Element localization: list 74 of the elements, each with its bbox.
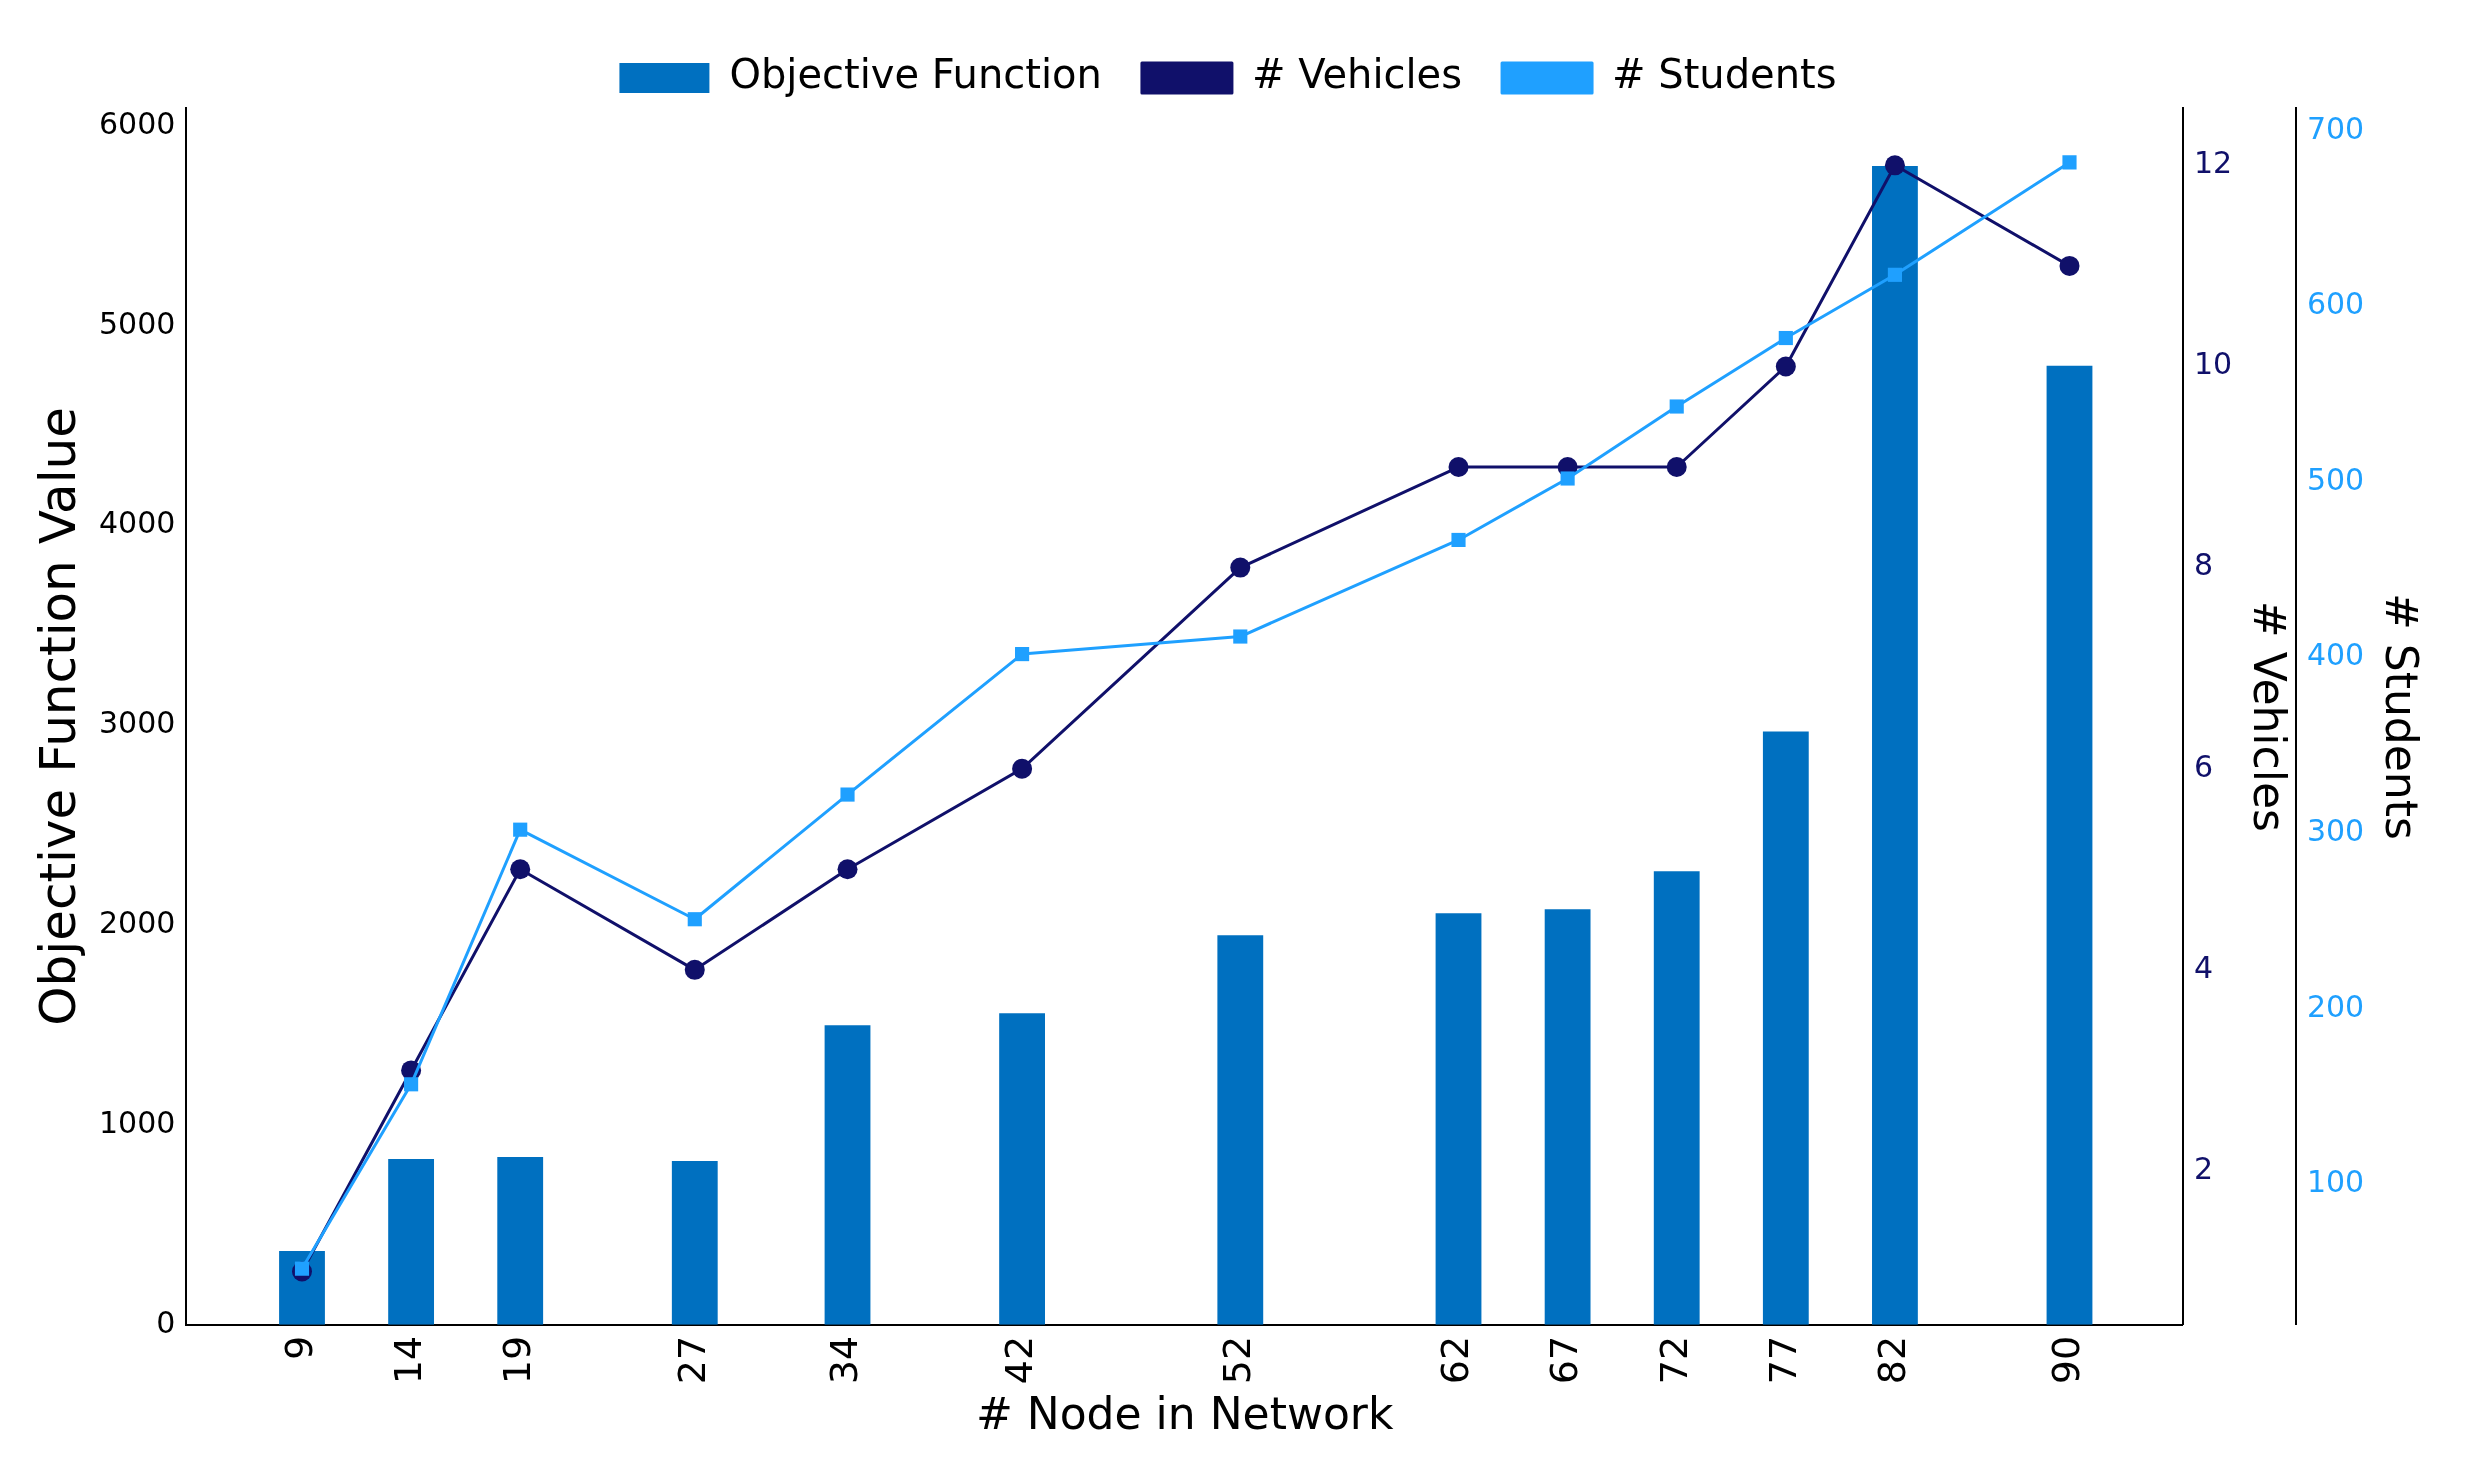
point	[510, 859, 531, 880]
y3-tick-label: 400	[2306, 637, 2365, 673]
y-tick-label: 4000	[98, 505, 176, 541]
x-tick-label: 42	[996, 1335, 1041, 1385]
x-tick-label: 9	[276, 1335, 321, 1361]
point	[513, 822, 528, 837]
bar	[1435, 913, 1482, 1325]
y2-axis-title: # Vehicles	[2244, 600, 2296, 832]
y2-tick-label: 4	[2193, 949, 2214, 985]
y-axis-title: Objective Function Value	[28, 406, 87, 1026]
x-tick-label: 72	[1651, 1335, 1696, 1385]
bar	[1653, 871, 1700, 1325]
y3-tick-label: 100	[2306, 1164, 2365, 1200]
x-tick-label: 67	[1542, 1335, 1587, 1385]
point	[1884, 155, 1905, 176]
y3-tick-label: 700	[2306, 110, 2365, 146]
x-tick-label: 19	[495, 1335, 540, 1385]
y2-tick-label: 10	[2193, 346, 2233, 382]
point	[1669, 399, 1684, 414]
bar	[999, 1013, 1045, 1325]
point	[687, 912, 702, 927]
y-tick-label: 1000	[98, 1104, 176, 1140]
bar	[1544, 909, 1591, 1325]
point	[1448, 457, 1469, 478]
x-tick-label: 90	[2044, 1335, 2089, 1385]
point	[1775, 356, 1796, 377]
y3-tick-label: 600	[2306, 286, 2365, 322]
bar	[1217, 935, 1264, 1325]
x-tick-label: 52	[1215, 1335, 1260, 1385]
y3-tick-label: 500	[2306, 461, 2365, 497]
legend-label: # Vehicles	[1251, 51, 1463, 98]
bar	[497, 1157, 544, 1325]
x-tick-label: 82	[1869, 1335, 1914, 1385]
bar	[2046, 365, 2093, 1325]
y-tick-label: 2000	[98, 905, 176, 941]
point	[2059, 255, 2080, 276]
point	[1666, 457, 1687, 478]
y-tick-label: 5000	[98, 305, 176, 341]
point	[1012, 758, 1033, 779]
point	[1233, 629, 1248, 644]
y-tick-label: 0	[156, 1304, 176, 1340]
x-tick-label: 77	[1760, 1335, 1805, 1385]
y2-tick-label: 2	[2193, 1150, 2214, 1186]
bar	[1762, 731, 1809, 1325]
y2-tick-label: 8	[2193, 547, 2214, 583]
x-tick-label: 62	[1433, 1335, 1478, 1385]
point	[2062, 155, 2077, 170]
point	[1778, 330, 1793, 346]
point	[1451, 532, 1466, 548]
point	[1015, 647, 1030, 662]
point	[1887, 267, 1902, 282]
point	[1230, 557, 1251, 578]
point	[684, 959, 705, 980]
x-tick-label: 34	[822, 1335, 867, 1385]
x-tick-label: 14	[385, 1335, 430, 1385]
point	[840, 787, 855, 802]
bar	[671, 1161, 718, 1325]
bar	[824, 1025, 871, 1325]
point	[404, 1077, 419, 1092]
legend-label: Objective Function	[729, 51, 1102, 98]
point	[837, 859, 858, 880]
y3-tick-label: 200	[2306, 988, 2365, 1024]
bar	[388, 1159, 435, 1325]
y2-tick-label: 12	[2193, 145, 2233, 181]
x-tick-label: 27	[669, 1335, 714, 1385]
y-tick-label: 6000	[98, 105, 176, 141]
point	[1560, 471, 1575, 486]
y2-tick-label: 6	[2193, 748, 2214, 784]
legend-label: # Students	[1612, 51, 1837, 98]
x-axis-title: # Node in Network	[975, 1388, 1394, 1440]
y3-axis-title: # Students	[2376, 592, 2428, 840]
y-tick-label: 3000	[98, 705, 176, 741]
y3-tick-label: 300	[2306, 812, 2365, 848]
bar	[1872, 165, 1918, 1325]
